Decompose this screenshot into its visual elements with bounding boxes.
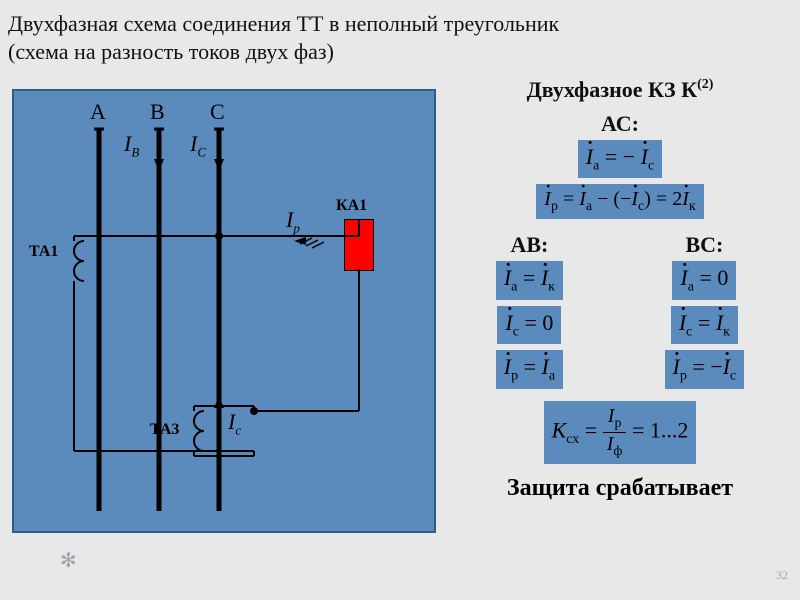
ac-label: АС:: [445, 111, 795, 137]
kcx-box: Kсх = Ip Iф = 1...2: [544, 401, 697, 464]
footnote-star: ✻: [60, 548, 77, 573]
content-area: A B C IB IC Iр Iс ТА1 ТА3 КА1: [0, 69, 800, 589]
eq-ab-3: Ip = Ia: [496, 350, 563, 388]
title-line-2: (схема на разность токов двух фаз): [8, 39, 334, 64]
bc-label: ВС:: [661, 232, 749, 258]
bottom-text: Защита срабатывает: [445, 475, 795, 502]
eq-bc-3: Ip = −Ic: [665, 350, 745, 388]
wiring-svg: [14, 91, 434, 531]
eq-ac-2: Ip = Ia − (−Ic) = 2Iк: [536, 184, 703, 219]
page-number: 32: [776, 568, 788, 583]
equations-area: Двухфазное КЗ К(2) АС: Ia = − Ic Ip = Ia…: [445, 77, 795, 577]
eq-ac-1: Ia = − Ic: [578, 140, 662, 178]
k2-header: Двухфазное КЗ К(2): [445, 77, 795, 103]
circuit-diagram: A B C IB IC Iр Iс ТА1 ТА3 КА1: [12, 89, 436, 533]
title-line-1: Двухфазная схема соединения ТТ в неполны…: [8, 11, 559, 36]
